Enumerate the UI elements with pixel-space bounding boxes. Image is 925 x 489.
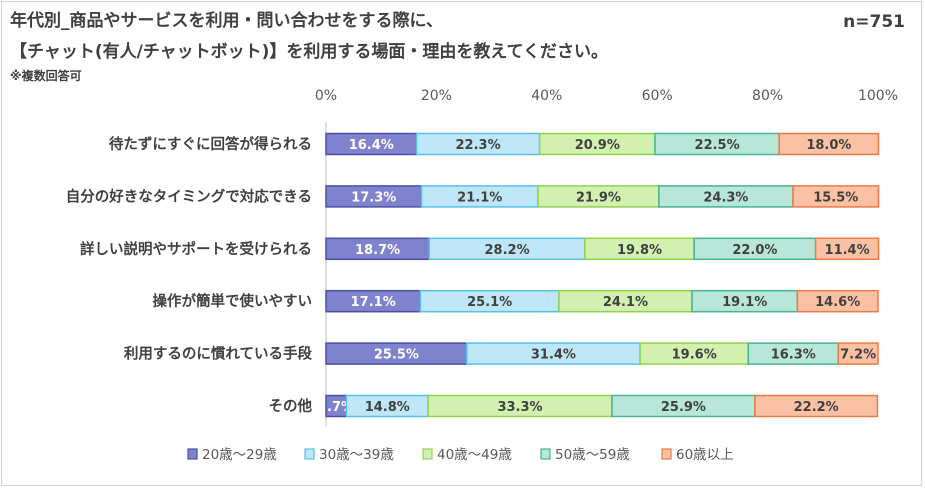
x-tick-label: 20%: [421, 88, 452, 104]
data-label: 14.8%: [365, 400, 410, 415]
x-tick-label: 0%: [315, 88, 337, 104]
category-label: 操作が簡単で使いやすい: [153, 292, 313, 310]
x-tick-label: 80%: [752, 88, 783, 104]
bar-segment: [814, 237, 880, 261]
chart-title-line-2: 【チャット(有人/チャットボット)】を利用する場面・理由を教えてください。: [10, 42, 609, 62]
data-label: 21.1%: [457, 190, 502, 205]
legend-swatch: [304, 448, 315, 460]
category-label: その他: [269, 397, 313, 415]
data-label: 22.2%: [794, 400, 839, 415]
chart-title-line-1: 年代別_商品やサービスを利用・問い合わせをする際に、: [10, 11, 443, 31]
category-label: 利用するのに慣れている手段: [124, 345, 313, 363]
data-label: 24.1%: [603, 295, 648, 310]
bar-segment: [778, 132, 880, 156]
chart-title: 年代別_商品やサービスを利用・問い合わせをする際に、 【チャット(有人/チャット…: [10, 6, 608, 68]
bar-segment: [837, 342, 879, 365]
data-label: 25.5%: [374, 348, 419, 363]
data-label: 22.3%: [456, 138, 501, 153]
legend-swatch: [422, 448, 433, 460]
data-label: 33.3%: [497, 400, 542, 415]
data-label: 16.4%: [349, 138, 394, 153]
legend-label: 20歳～29歳: [202, 447, 277, 463]
sample-size-label: n=751: [843, 12, 905, 32]
bar-segment: [754, 394, 879, 418]
category-label: 詳しい説明やサポートを受けられる: [80, 240, 312, 258]
data-label: 21.9%: [576, 190, 621, 205]
data-label: 18.0%: [806, 138, 851, 153]
data-label: 16.3%: [771, 348, 816, 363]
data-label: 22.5%: [695, 138, 740, 153]
data-label: 15.5%: [813, 190, 858, 205]
category-label: 自分の好きなタイミングで対応できる: [66, 187, 312, 205]
legend-swatch: [540, 448, 551, 460]
data-label: 17.1%: [351, 295, 396, 310]
multiple-answer-note: ※複数回答可: [10, 69, 82, 83]
data-label: 7.2%: [840, 348, 876, 363]
legend-swatch: [661, 448, 672, 460]
legend-label: 30歳～39歳: [319, 447, 394, 463]
data-label: 18.7%: [355, 243, 400, 258]
legend-swatch: [187, 448, 198, 460]
x-tick-label: 60%: [642, 88, 673, 104]
data-label: 19.1%: [722, 295, 767, 310]
data-label: 28.2%: [485, 243, 530, 258]
data-label: 24.3%: [703, 190, 748, 205]
legend-label: 40歳～49歳: [437, 447, 512, 463]
data-label: 19.6%: [672, 348, 717, 363]
bar-segment: [792, 185, 880, 208]
data-label: 20.9%: [575, 138, 620, 153]
data-label: 25.1%: [467, 295, 512, 310]
legend-label: 60歳以上: [676, 447, 734, 463]
data-label: 17.3%: [351, 190, 396, 205]
data-label: 22.0%: [732, 243, 777, 258]
data-label: 31.4%: [531, 348, 576, 363]
data-label: 19.8%: [617, 243, 662, 258]
data-label: 14.6%: [815, 295, 860, 310]
data-label: 11.4%: [825, 243, 870, 258]
data-label: 25.9%: [661, 400, 706, 415]
bar-segment: [796, 289, 879, 313]
x-tick-label: 100%: [858, 88, 898, 104]
category-label: 待たずにすぐに回答が得られる: [109, 135, 312, 153]
x-tick-label: 40%: [531, 88, 562, 104]
legend-label: 50歳～59歳: [555, 447, 630, 463]
